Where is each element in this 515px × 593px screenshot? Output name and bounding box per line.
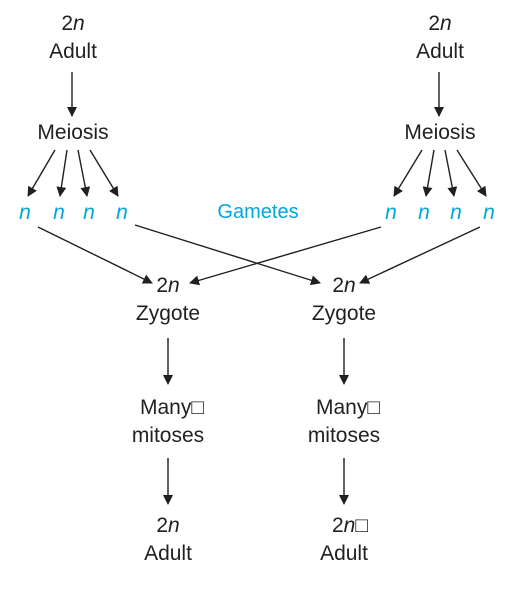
right-parent-ploidy: 2n — [428, 12, 451, 35]
right-zygote-label: Zygote — [312, 302, 376, 325]
arrow-right-gamete-to-left-zygote — [189, 226, 382, 286]
arrow-right-meiosis-gamete-1 — [393, 149, 423, 197]
right-offspring-label: Adult — [320, 542, 368, 565]
left-gamete-4: n — [116, 201, 128, 224]
arrow-left-meiosis-gamete-3 — [77, 149, 91, 197]
right-gamete-1: n — [385, 201, 397, 224]
right-mitoses-line1: Many□ — [316, 396, 380, 419]
arrow-left-gamete-to-left-zygote — [37, 226, 153, 284]
arrow-right-meiosis-gamete-4 — [456, 149, 487, 197]
left-offspring-label: Adult — [144, 542, 192, 565]
left-parent-ploidy: 2n — [61, 12, 84, 35]
right-zygote-ploidy: 2n — [332, 274, 355, 297]
left-gamete-1: n — [19, 201, 31, 224]
arrow-left-meiosis-gamete-2 — [56, 149, 68, 197]
arrow-left-gamete-to-right-zygote — [134, 224, 321, 286]
right-mitoses-line2: mitoses — [308, 424, 380, 447]
left-mitoses-line2: mitoses — [132, 424, 204, 447]
left-parent-label: Adult — [49, 40, 97, 63]
right-gamete-4: n — [483, 201, 495, 224]
right-offspring-ploidy: 2n□ — [332, 514, 368, 537]
left-zygote-ploidy: 2n — [156, 274, 179, 297]
left-offspring-ploidy: 2n — [156, 514, 179, 537]
arrow-right-meiosis-gamete-3 — [444, 149, 458, 197]
right-gamete-2: n — [418, 201, 430, 224]
arrow-left-meiosis-gamete-4 — [89, 149, 119, 197]
left-gamete-2: n — [53, 201, 65, 224]
gametes-label: Gametes — [217, 201, 298, 223]
right-gamete-3: n — [450, 201, 462, 224]
right-meiosis-label: Meiosis — [404, 121, 475, 144]
left-mitoses-line1: Many□ — [140, 396, 204, 419]
left-meiosis-label: Meiosis — [37, 121, 108, 144]
right-parent-label: Adult — [416, 40, 464, 63]
arrow-right-meiosis-gamete-2 — [422, 149, 435, 197]
left-gamete-3: n — [83, 201, 95, 224]
arrow-right-gamete-to-right-zygote — [359, 226, 481, 284]
arrow-left-meiosis-gamete-1 — [27, 149, 56, 197]
left-zygote-label: Zygote — [136, 302, 200, 325]
